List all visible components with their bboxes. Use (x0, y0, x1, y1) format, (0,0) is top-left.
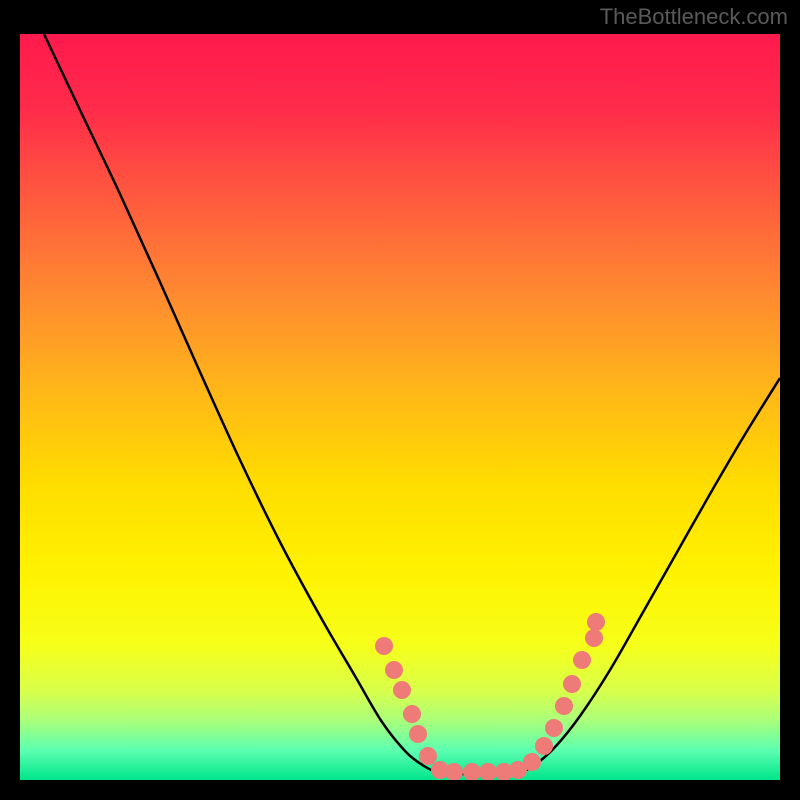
data-marker (375, 637, 393, 655)
data-marker (545, 719, 563, 737)
data-marker (385, 661, 403, 679)
chart-svg (20, 34, 780, 780)
data-marker (393, 681, 411, 699)
data-marker (523, 753, 541, 771)
data-marker (419, 747, 437, 765)
data-marker (535, 737, 553, 755)
data-marker (463, 763, 481, 780)
data-marker (479, 763, 497, 780)
data-marker (403, 705, 421, 723)
data-marker (573, 651, 591, 669)
data-marker (409, 725, 427, 743)
data-marker (587, 613, 605, 631)
plot-area (20, 34, 780, 780)
data-marker (555, 697, 573, 715)
data-marker (563, 675, 581, 693)
watermark-text: TheBottleneck.com (600, 4, 788, 30)
bottleneck-curve (44, 34, 780, 774)
data-marker (585, 629, 603, 647)
